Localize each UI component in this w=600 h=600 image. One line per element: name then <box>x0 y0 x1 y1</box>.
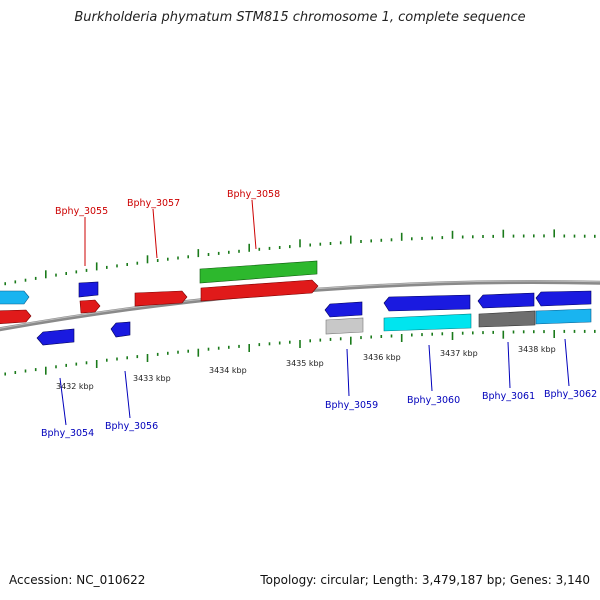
leader-line <box>507 341 511 389</box>
gene-arrow[interactable] <box>0 309 32 324</box>
gene-label-bphy-3061[interactable]: Bphy_3061 <box>482 391 535 402</box>
gene-arrow[interactable] <box>478 310 536 328</box>
gene-label-bphy-3054[interactable]: Bphy_3054 <box>41 428 94 439</box>
gene-arrow[interactable] <box>79 299 101 314</box>
accession-text: Accession: NC_010622 <box>9 573 146 587</box>
gene-arrow[interactable] <box>36 328 75 346</box>
gene-arrow[interactable] <box>383 294 471 312</box>
gene-label-bphy-3059[interactable]: Bphy_3059 <box>325 400 378 411</box>
kbp-label: 3435 kbp <box>286 359 324 368</box>
gene-arrow[interactable] <box>324 301 363 318</box>
reverse-leaders <box>59 338 570 426</box>
leader-line <box>428 344 433 392</box>
gene-arrow[interactable] <box>200 279 319 302</box>
gene-arrow[interactable] <box>325 317 364 335</box>
gene-label-bphy-3058[interactable]: Bphy_3058 <box>227 189 280 200</box>
kbp-label: 3432 kbp <box>56 382 94 391</box>
gene-label-bphy-3060[interactable]: Bphy_3060 <box>407 395 460 406</box>
gene-arrow[interactable] <box>535 308 592 325</box>
leader-line <box>564 338 570 387</box>
gene-arrow[interactable] <box>199 260 318 284</box>
gene-label-bphy-3055[interactable]: Bphy_3055 <box>55 206 108 217</box>
gene-arrow[interactable] <box>383 313 472 332</box>
forward-gene-labels: Bphy_3055 Bphy_3057 Bphy_3058 <box>55 189 280 217</box>
leader-line <box>152 208 158 259</box>
gene-arrow[interactable] <box>535 290 592 307</box>
kbp-label: 3438 kbp <box>518 345 556 354</box>
leader-line <box>346 348 350 397</box>
map-title: Burkholderia phymatum STM815 chromosome … <box>74 10 526 25</box>
kbp-label: 3433 kbp <box>133 374 171 383</box>
gene-arrow[interactable] <box>134 290 188 307</box>
sequence-summary: Topology: circular; Length: 3,479,187 bp… <box>260 573 590 587</box>
kbp-labels: 3432 kbp 3433 kbp 3434 kbp 3435 kbp 3436… <box>56 345 556 391</box>
kbp-label: 3436 kbp <box>363 353 401 362</box>
gene-label-bphy-3056[interactable]: Bphy_3056 <box>105 421 158 432</box>
reverse-genes <box>36 290 592 346</box>
forward-leaders <box>84 199 257 266</box>
reverse-gene-labels: Bphy_3054 Bphy_3056 Bphy_3059 Bphy_3060 … <box>41 389 597 439</box>
gene-arrow[interactable] <box>78 281 99 298</box>
lower-tick-row <box>4 329 596 376</box>
forward-genes <box>0 260 319 324</box>
upper-tick-row <box>4 229 596 286</box>
gene-arrow[interactable] <box>477 292 535 309</box>
leader-line <box>59 377 67 426</box>
gene-label-bphy-3062[interactable]: Bphy_3062 <box>544 389 597 400</box>
gene-arrow[interactable] <box>110 321 131 338</box>
kbp-label: 3437 kbp <box>440 349 478 358</box>
gene-label-bphy-3057[interactable]: Bphy_3057 <box>127 198 180 209</box>
leader-line <box>124 370 131 419</box>
kbp-label: 3434 kbp <box>209 366 247 375</box>
leader-line <box>251 199 257 250</box>
gene-arrow[interactable] <box>0 290 30 305</box>
